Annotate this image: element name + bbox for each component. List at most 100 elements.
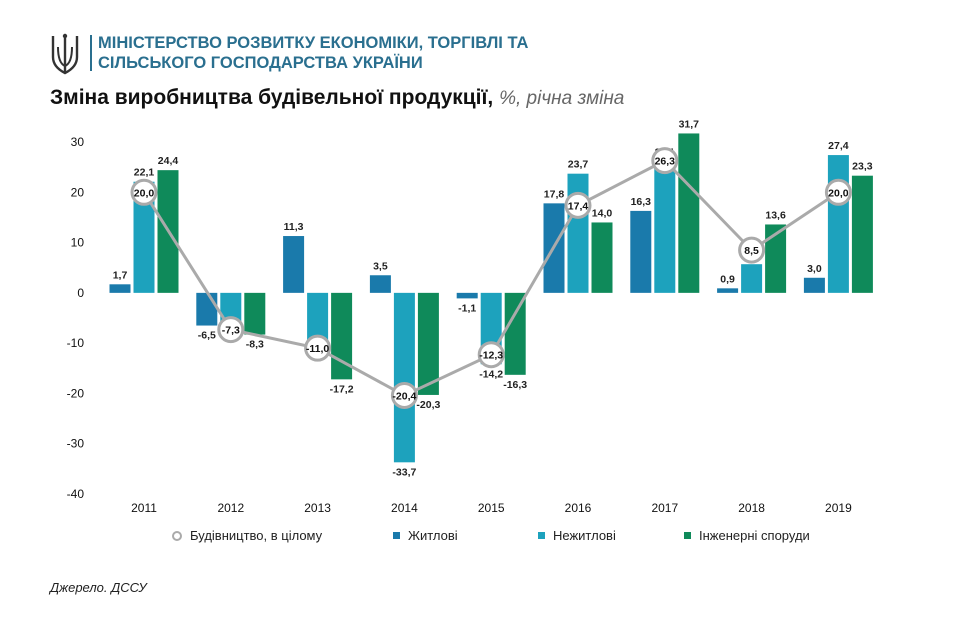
total-point	[390, 381, 418, 409]
bar	[504, 292, 526, 375]
bar-data-label: 11,3	[284, 221, 304, 233]
total-data-label: -12,3	[479, 350, 503, 362]
bar-data-label: 13,6	[765, 209, 786, 221]
chart-title-main: Зміна виробництва будівельної продукції,	[50, 86, 494, 109]
bar-data-label: 27,4	[828, 140, 849, 152]
legend-swatch-nonresidential	[538, 532, 545, 539]
bar-data-label: 0,9	[720, 273, 735, 285]
total-data-label: 17,4	[568, 200, 589, 212]
x-tick-label: 2011	[131, 501, 157, 515]
bar	[456, 292, 478, 299]
bar-data-label: 17,8	[544, 188, 565, 200]
bar	[717, 288, 739, 293]
bar-data-label: -33,7	[392, 466, 416, 478]
legend-item-total: Будівництво, в цілому	[172, 528, 322, 543]
bar-data-label: -8,3	[246, 339, 264, 351]
bar	[417, 292, 439, 395]
bar	[109, 284, 131, 293]
y-tick-label: -30	[67, 437, 85, 451]
ministry-line-2: СІЛЬСЬКОГО ГОСПОДАРСТВА УКРАЇНИ	[98, 54, 423, 72]
legend-item-nonresidential: Нежитлові	[538, 528, 616, 543]
bar-data-label: 3,0	[807, 263, 822, 275]
total-data-label: 26,3	[655, 156, 676, 168]
legend-label-residential: Житлові	[408, 528, 458, 543]
bar	[741, 264, 763, 293]
y-tick-label: -10	[67, 336, 85, 350]
total-data-label: -11,0	[306, 343, 330, 355]
bar-data-label: 23,3	[852, 161, 873, 173]
bar	[369, 275, 391, 293]
header-divider	[90, 35, 92, 71]
total-point	[130, 178, 158, 206]
bar-chart: 30 20 10 0 -10 -20 -30 -40 2011 2012 2013 2014 2015 2…	[67, 120, 873, 515]
x-tick-label: 2017	[651, 501, 678, 515]
bar	[283, 236, 305, 293]
total-point	[824, 178, 852, 206]
bar-data-label: -16,3	[503, 379, 527, 391]
bar	[220, 292, 242, 323]
bar-data-label: 3,5	[373, 260, 388, 272]
bar-data-label: 1,7	[113, 269, 128, 281]
chart-legend: Будівництво, в цілому Житлові Нежитлові …	[0, 528, 959, 544]
legend-label-total: Будівництво, в цілому	[190, 528, 323, 543]
y-tick-label: 20	[71, 185, 85, 199]
total-point	[564, 191, 592, 219]
x-tick-label: 2013	[304, 501, 331, 515]
bar	[307, 292, 329, 344]
bar	[765, 224, 787, 293]
bar	[851, 175, 873, 293]
chart-title-sub: %, річна зміна	[499, 88, 625, 109]
bar-data-label: -20,3	[416, 399, 440, 411]
legend-ring-icon	[172, 530, 182, 541]
legend-item-residential: Житлові	[393, 528, 458, 543]
chart-title: Зміна виробництва будівельної продукції,…	[50, 86, 624, 110]
bar-data-label: -1,1	[458, 302, 476, 314]
bar-data-label: 16,3	[631, 196, 652, 208]
y-tick-label: -20	[67, 386, 85, 400]
legend-swatch-engineering	[684, 532, 691, 539]
bar	[827, 155, 849, 293]
legend-item-engineering: Інженерні споруди	[684, 528, 810, 543]
ministry-line-1: МІНІСТЕРСТВО РОЗВИТКУ ЕКОНОМІКИ, ТОРГІВЛ…	[98, 34, 529, 52]
x-tick-label: 2012	[217, 501, 244, 515]
y-tick-label: 0	[77, 286, 84, 300]
x-tick-label: 2015	[478, 501, 505, 515]
source-note: Джерело. ДССУ	[50, 580, 147, 595]
bar	[591, 222, 613, 293]
y-tick-label: 30	[71, 135, 85, 149]
y-tick-label: 10	[71, 236, 85, 250]
total-data-label: 20,0	[134, 187, 155, 199]
legend-label-nonresidential: Нежитлові	[553, 528, 616, 543]
trident-emblem-icon	[51, 33, 79, 75]
bar-data-label: 22,1	[134, 167, 155, 179]
x-tick-label: 2018	[738, 501, 765, 515]
bar	[196, 292, 218, 326]
bar-data-label: 23,7	[568, 159, 589, 171]
bar-data-label: 31,7	[679, 120, 700, 130]
legend-swatch-residential	[393, 532, 400, 539]
total-point	[304, 334, 332, 362]
total-point	[651, 147, 679, 175]
total-data-label: 20,0	[828, 187, 849, 199]
total-data-label: -7,3	[222, 325, 240, 337]
bar	[393, 292, 415, 463]
legend-label-engineering: Інженерні споруди	[699, 528, 810, 543]
x-tick-label: 2016	[565, 501, 592, 515]
total-point	[477, 341, 505, 369]
total-point	[738, 236, 766, 264]
bar	[654, 161, 676, 293]
bar	[630, 210, 652, 293]
bar-data-label: -17,2	[330, 383, 354, 395]
bar	[567, 173, 589, 293]
y-tick-label: -40	[67, 487, 85, 501]
ministry-name: МІНІСТЕРСТВО РОЗВИТКУ ЕКОНОМІКИ, ТОРГІВЛ…	[98, 33, 658, 73]
bar	[244, 292, 266, 335]
bar-data-label: -14,2	[479, 368, 503, 380]
bar	[803, 277, 825, 293]
bar	[133, 181, 155, 293]
x-tick-label: 2019	[825, 501, 852, 515]
total-data-label: -20,4	[392, 390, 416, 402]
bar-data-label: 14,0	[592, 207, 613, 219]
bar-data-label: 24,4	[158, 155, 179, 167]
bar	[678, 133, 700, 293]
